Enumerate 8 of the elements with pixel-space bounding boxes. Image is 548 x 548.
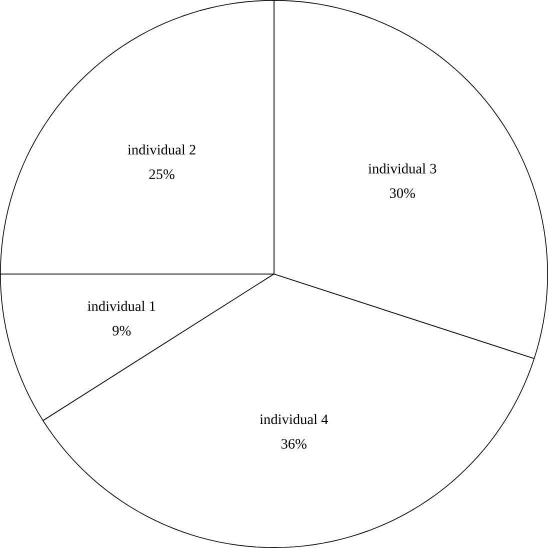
- slice-label: individual 2: [128, 144, 196, 155]
- data-label: 36%: [281, 439, 306, 449]
- data-label: 25%: [149, 169, 174, 180]
- slice-label: individual 3: [368, 163, 436, 174]
- data-label: 30%: [390, 188, 415, 198]
- slice-label: individual 1: [88, 300, 156, 312]
- slice-label: individual 4: [260, 414, 328, 424]
- data-label: 9%: [112, 326, 131, 336]
